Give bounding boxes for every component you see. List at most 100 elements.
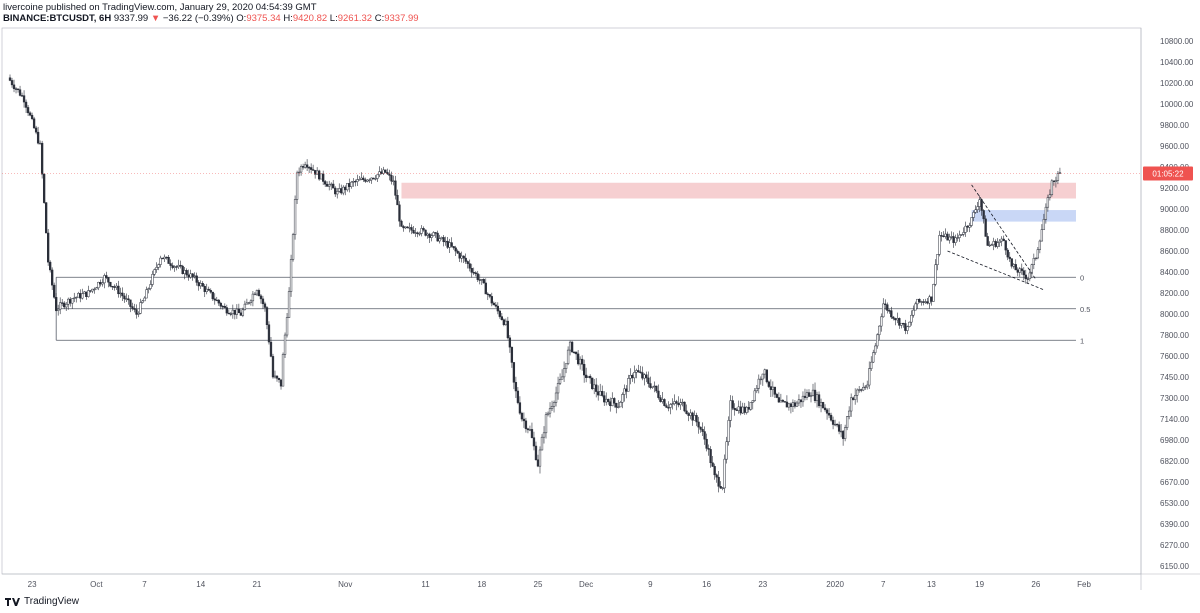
- candle-body: [837, 424, 841, 432]
- candle-body: [583, 363, 586, 376]
- candle-body: [1026, 278, 1029, 280]
- change-value: −36.22 (−0.39%): [162, 13, 234, 24]
- candle-body: [81, 293, 84, 299]
- y-tick-label: 9800.00: [1160, 121, 1189, 130]
- candle-body: [233, 309, 236, 315]
- candle-body: [605, 398, 608, 403]
- candle-body: [340, 188, 343, 194]
- candle-body: [273, 375, 277, 378]
- y-tick-label: 10800.00: [1160, 37, 1194, 46]
- candle-body: [484, 282, 487, 295]
- candle-body: [996, 242, 999, 247]
- x-tick-label: 21: [252, 580, 261, 589]
- candle-body: [701, 429, 704, 432]
- candle-body: [428, 233, 431, 238]
- candle-body: [207, 288, 210, 291]
- candle-body: [59, 302, 62, 310]
- candle-body: [69, 298, 72, 304]
- tradingview-logo-icon: [5, 597, 20, 606]
- candle-body: [952, 236, 955, 243]
- candle-body: [121, 292, 124, 297]
- candle-body: [354, 181, 357, 183]
- candle-body: [974, 209, 977, 213]
- candle-body: [225, 307, 228, 314]
- candle-body: [1012, 264, 1015, 267]
- candle-body: [229, 313, 232, 315]
- y-tick-label: 7140.00: [1160, 415, 1189, 424]
- candle-body: [528, 429, 532, 431]
- candle-body: [667, 407, 670, 409]
- candle-body: [374, 178, 377, 180]
- candle-body: [253, 293, 257, 296]
- candle-body: [187, 274, 190, 278]
- candle-body: [99, 281, 102, 285]
- candle-body: [1014, 264, 1017, 271]
- candle-body: [673, 401, 676, 404]
- y-tick-label: 8200.00: [1160, 289, 1189, 298]
- candle-body: [49, 261, 52, 271]
- candle-body: [346, 183, 349, 191]
- candle-body: [1020, 268, 1023, 271]
- candle-body: [671, 403, 674, 405]
- candle-body: [548, 408, 552, 414]
- candle-body: [990, 244, 993, 246]
- candle-body: [964, 225, 967, 233]
- candle-body: [570, 341, 574, 353]
- y-tick-label: 6820.00: [1160, 457, 1189, 466]
- candle-body: [241, 309, 245, 316]
- candle-body: [683, 401, 686, 412]
- x-tick-label: 7: [142, 580, 147, 589]
- x-tick-label: 23: [28, 580, 37, 589]
- candle-body: [691, 412, 694, 421]
- candle-body: [500, 316, 503, 320]
- candle-body: [316, 170, 319, 175]
- candle-body: [470, 268, 473, 273]
- candle-body: [36, 131, 40, 144]
- candle-body: [24, 101, 28, 108]
- candle-body: [386, 172, 389, 175]
- candle-body: [769, 386, 773, 390]
- candle-body: [460, 255, 463, 259]
- price-chart[interactable]: 10800.00 10400.00 10200.00 10000.00 9800.00 9…: [0, 0, 1200, 596]
- y-tick-label: 6980.00: [1160, 436, 1189, 445]
- candle-body: [862, 387, 865, 391]
- x-tick-label: Dec: [579, 580, 593, 589]
- candle-body: [599, 391, 602, 396]
- candle-body: [994, 241, 997, 247]
- candle-body: [916, 298, 919, 305]
- candle-body: [95, 287, 98, 290]
- candle-body: [677, 402, 680, 406]
- candle-body: [1010, 258, 1013, 267]
- candle-body: [370, 177, 373, 181]
- candle-body: [601, 391, 604, 396]
- candle-body: [978, 199, 981, 207]
- candle-body: [506, 320, 510, 339]
- candle-body: [348, 183, 351, 187]
- y-tick-label: 10400.00: [1160, 58, 1194, 67]
- publisher-line: livercoine published on TradingView.com,…: [3, 2, 317, 14]
- candle-body: [442, 237, 445, 242]
- candle-body: [63, 302, 66, 308]
- close-value: 9337.99: [384, 13, 419, 24]
- candle-body: [811, 389, 815, 396]
- candle-body: [360, 177, 363, 180]
- candle-body: [699, 426, 702, 430]
- candle-body: [847, 410, 851, 417]
- candle-body: [755, 387, 758, 392]
- candle-body: [902, 322, 905, 325]
- candle-body: [960, 234, 963, 236]
- candle-body: [75, 296, 78, 299]
- candle-body: [47, 232, 50, 263]
- candle-body: [607, 398, 610, 402]
- candle-body: [880, 316, 883, 327]
- candle-body: [781, 399, 785, 402]
- candle-body: [85, 291, 88, 297]
- candle-body: [14, 88, 18, 90]
- candle-body: [301, 166, 305, 168]
- candle-body: [420, 228, 423, 234]
- candle-body: [799, 399, 803, 403]
- candle-body: [53, 284, 56, 298]
- candle-body: [311, 169, 315, 171]
- candle-body: [669, 404, 672, 408]
- candle-body: [516, 390, 520, 403]
